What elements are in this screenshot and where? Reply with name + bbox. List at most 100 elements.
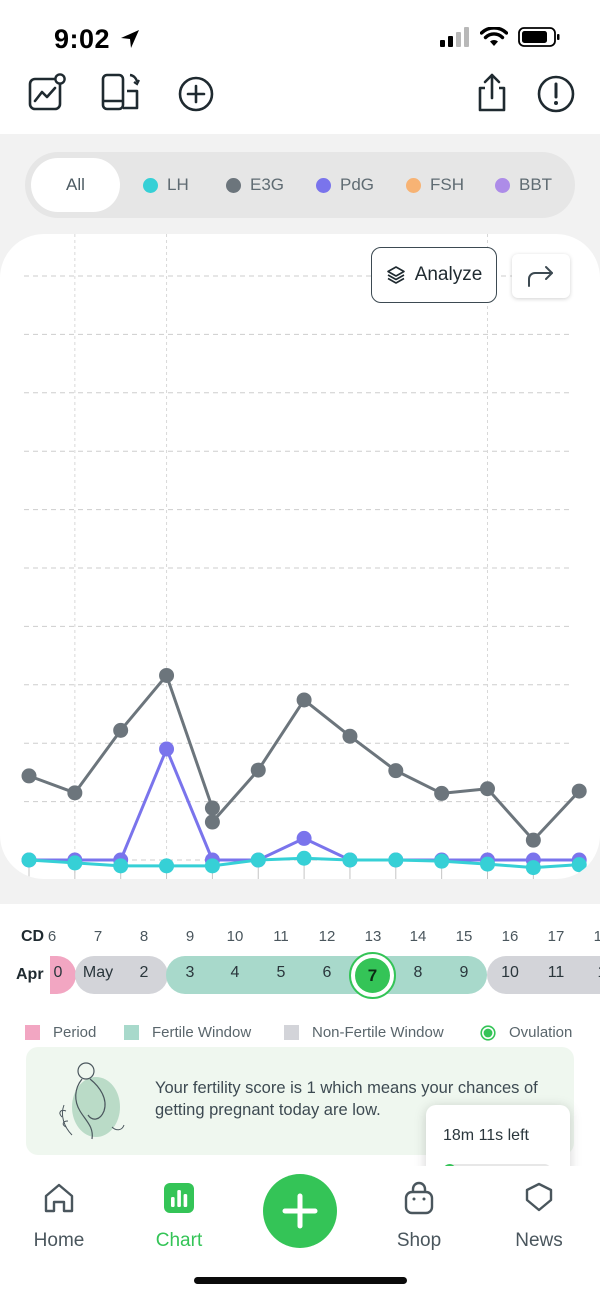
pdg-dot-icon [316,177,331,193]
e3g-dot-icon [226,177,241,193]
filter-e3g[interactable]: E3G [226,158,284,212]
calendar-day[interactable]: 9 [459,964,469,981]
filter-lh-label: LH [167,175,189,194]
calendar-day[interactable]: 3 [185,964,195,981]
filter-fsh-label: FSH [430,175,464,194]
cycle-day-number: 11 [273,928,289,945]
non-fertile-swatch-icon [284,1025,299,1040]
filter-pdg[interactable]: PdG [316,158,374,212]
cycle-day-number: 13 [364,928,382,945]
ovulation-day-marker[interactable]: 7 [349,952,396,999]
analyze-label: Analyze [414,264,483,285]
bottom-nav: Home Chart Shop News [0,1166,600,1298]
filter-all-label: All [66,175,85,194]
data-point-lh [159,858,175,874]
data-point-lh [296,850,312,866]
data-point-lh [204,858,220,874]
layers-icon [386,266,405,284]
top-toolbar [0,66,600,136]
share-chart-button[interactable] [512,254,570,298]
devices-sync-icon[interactable] [100,70,144,114]
lh-dot-icon [143,177,158,193]
add-entry-button[interactable] [263,1174,337,1248]
fertility-score-text: Your fertility score is 1 which means yo… [155,1079,538,1119]
calendar-day[interactable]: 4 [230,964,240,981]
cycle-day-number: 16 [501,928,519,945]
data-point-pdg [296,830,312,846]
data-point-e3g [571,783,587,799]
cycle-day-number: 18 [593,928,600,945]
filter-pdg-label: PdG [340,175,375,194]
filter-lh[interactable]: LH [143,158,189,212]
fertile-swatch-icon [124,1025,139,1040]
filter-bbt-label: BBT [519,175,553,194]
nav-news[interactable]: News [489,1180,589,1252]
nav-shop[interactable]: Shop [369,1180,469,1252]
cycle-day-number: 15 [455,928,473,945]
add-circle-icon[interactable] [174,70,218,114]
filter-all[interactable]: All [31,158,120,212]
nav-chart[interactable]: Chart [129,1180,229,1252]
calendar-day[interactable]: 2 [139,964,149,981]
news-icon [525,1182,553,1212]
data-point-pdg [159,741,175,757]
shopping-bag-icon [404,1181,434,1215]
period-swatch-icon [25,1025,40,1040]
cycle-day-number: 9 [185,928,195,945]
cycle-day-number: 10 [226,928,244,945]
chart-section: All LH E3G PdG FSH BBT [0,134,600,904]
filter-bbt[interactable]: BBT [495,158,552,212]
home-indicator [194,1277,407,1284]
alert-icon[interactable] [534,70,578,114]
fertile-window-pill [166,956,487,994]
trend-icon[interactable] [25,70,69,114]
data-point-lh [388,852,404,868]
pregnancy-illustration-icon [59,1062,125,1140]
data-point-e3g [342,728,358,744]
data-point-e3g [204,800,220,816]
status-indicators [440,26,560,48]
legend-fertile: Fertile Window [124,1024,251,1041]
filter-fsh[interactable]: FSH [406,158,464,212]
calendar-day[interactable]: May [82,964,114,981]
calendar-day[interactable]: 1 [582,964,600,982]
cycle-day-number: 7 [93,928,103,945]
data-point-e3g [250,762,266,778]
filter-e3g-label: E3G [250,175,285,194]
cycle-day-label: CD [21,928,45,945]
data-point-e3g [21,768,37,784]
share-icon[interactable] [470,70,514,114]
calendar-day[interactable]: 0 [53,964,63,981]
legend-fertile-label: Fertile Window [152,1024,252,1041]
cellular-signal-icon [440,27,469,47]
series-line-e3g [28,673,581,842]
legend-non-fertile-label: Non-Fertile Window [312,1024,444,1041]
analyze-button[interactable]: Analyze [371,247,497,303]
calendar-day[interactable]: 10 [501,964,519,981]
data-point-e3g [525,832,541,848]
calendar-day[interactable]: 11 [547,964,565,981]
status-time: 9:02 [54,24,111,54]
data-point-e3g [434,785,450,801]
cycle-day-number: 8 [139,928,149,945]
nav-news-label: News [515,1230,563,1251]
data-point-lh [67,855,83,871]
calendar-day[interactable]: 8 [413,964,423,981]
calendar-day[interactable]: 6 [322,964,332,981]
cycle-day-number: 6 [47,928,57,945]
hormone-filter-bar: All LH E3G PdG FSH BBT [25,152,575,218]
forward-arrow-icon [528,266,553,287]
calendar-day[interactable]: 5 [276,964,286,981]
hormone-chart[interactable] [0,234,600,879]
plus-icon [282,1193,318,1229]
non-fertile-pill [75,956,168,994]
data-point-e3g [388,763,404,779]
location-arrow-icon [121,30,139,48]
month-label: Apr [16,966,44,983]
data-point-e3g [296,692,312,708]
cycle-day-number: 14 [409,928,427,945]
cycle-day-number: 12 [318,928,336,945]
cycle-day-strip[interactable]: CD Apr 6789101112131415161718 0May234568… [0,904,600,1044]
nav-home[interactable]: Home [9,1180,109,1252]
ovulation-day: 7 [355,958,390,993]
